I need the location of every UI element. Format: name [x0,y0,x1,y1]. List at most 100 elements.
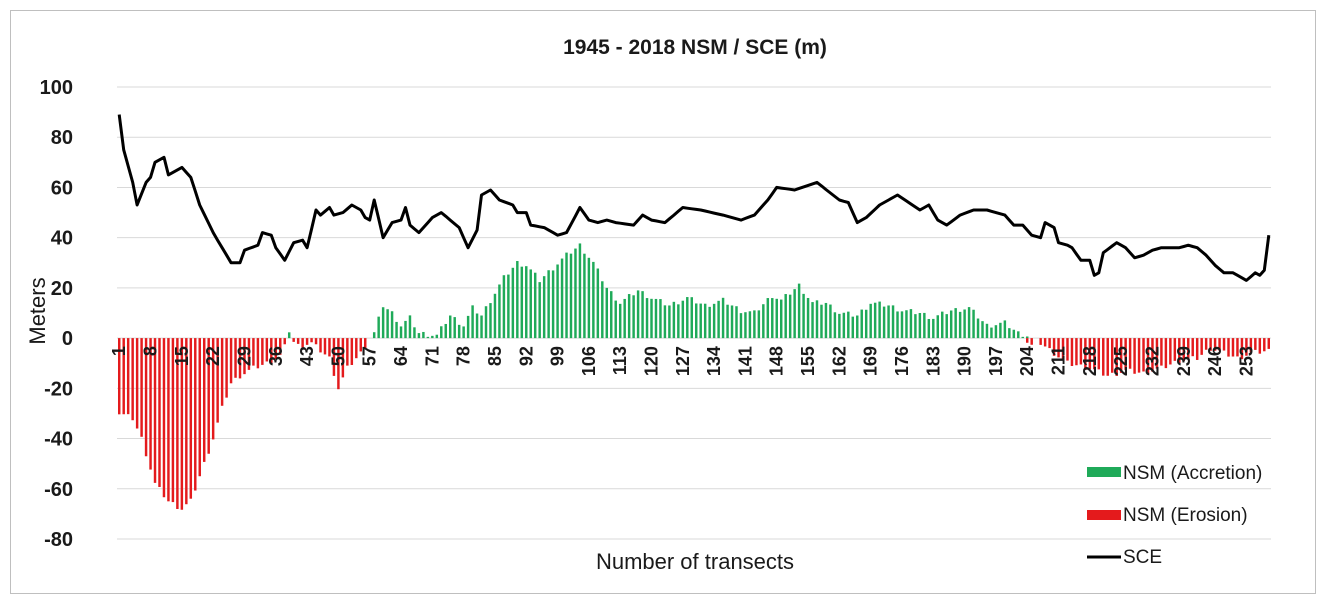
erosion-bar [1070,338,1074,366]
accretion-bar [507,274,510,339]
erosion-bar [225,338,228,398]
accretion-bar [958,311,962,339]
accretion-bar [909,309,913,339]
accretion-bar [712,303,716,339]
erosion-bar [1182,338,1186,361]
accretion-bar [771,298,774,339]
erosion-bar [1079,338,1083,365]
accretion-bar [699,303,702,339]
x-tick-label: 127 [673,346,693,376]
erosion-bar [135,338,139,429]
accretion-bar [435,334,439,339]
accretion-bar [587,257,591,339]
legend-swatch-erosion [1087,510,1121,520]
x-tick-label: 36 [266,346,286,366]
x-tick-label: 232 [1142,346,1162,376]
accretion-bar [681,300,685,339]
accretion-bar [990,327,993,339]
accretion-bar [448,315,452,339]
accretion-bar [556,264,559,339]
accretion-bar [1008,328,1011,339]
accretion-bar [565,252,568,339]
erosion-bar [171,338,175,503]
accretion-bar [833,312,837,339]
accretion-bar [887,305,890,339]
accretion-bar [511,267,515,339]
erosion-bar [1169,338,1172,365]
chart-frame: -80 -60 -40 -20 0 20 40 60 80 100 1 8 15 22 29 36 43 50 5… [10,10,1316,594]
legend-swatch-accretion [1087,467,1121,477]
erosion-bar [162,338,166,498]
erosion-bar [1249,338,1253,353]
erosion-bar [1160,338,1163,366]
erosion-bar [1263,338,1266,352]
x-tick-label: 85 [485,346,505,366]
erosion-bar [1258,338,1262,354]
erosion-bar [256,338,260,369]
accretion-bar [914,314,917,339]
erosion-bar [198,338,201,477]
accretion-bar [569,253,573,339]
accretion-bar [847,311,850,339]
accretion-bar [686,297,689,339]
accretion-bar [610,291,613,339]
accretion-bar [900,311,904,339]
erosion-bar [265,338,269,362]
accretion-bar [856,315,859,339]
x-tick-label: 190 [955,346,975,376]
erosion-bar [1043,338,1047,347]
accretion-bar [824,302,828,339]
accretion-bar [739,313,743,339]
erosion-bar [261,338,264,365]
accretion-bar [717,300,720,339]
x-tick-label: 71 [422,346,442,366]
x-tick-label: 246 [1205,346,1225,376]
erosion-bar [296,338,300,344]
accretion-bar [972,309,975,339]
legend: NSM (Accretion) NSM (Erosion) SCE [1087,463,1262,568]
erosion-bar [1236,338,1239,357]
accretion-bar [726,304,729,339]
erosion-bar [283,338,286,345]
accretion-bar [636,290,640,339]
erosion-bar [1030,338,1033,345]
accretion-bar [806,297,810,339]
erosion-bar [1146,338,1150,375]
accretion-bar [905,310,908,339]
accretion-bar [793,289,796,339]
accretion-bar [985,323,989,339]
accretion-bar [583,253,586,339]
accretion-bar [923,312,926,339]
erosion-bar [207,338,210,454]
accretion-bar [431,335,434,339]
accretion-bar [413,327,416,339]
accretion-bar [672,301,676,339]
erosion-bar [279,338,282,355]
erosion-bar [118,338,121,415]
accretion-bar [399,326,403,339]
accretion-bar [999,322,1002,339]
accretion-bar [623,298,626,339]
accretion-bar [404,320,407,339]
accretion-bar [520,266,524,339]
x-axis-ticks: 1 8 15 22 29 36 43 50 57 64 71 78 85 92 99 106 113 120 127… [109,346,1256,376]
erosion-bar [1222,338,1226,351]
accretion-bar [842,312,846,339]
accretion-bar [538,282,541,339]
erosion-bar [202,338,206,462]
accretion-bar [811,302,814,339]
accretion-bar [601,281,604,339]
erosion-bar [1124,338,1127,370]
accretion-bar [757,310,761,339]
erosion-bar [1048,338,1051,349]
erosion-bar [1218,338,1221,351]
x-tick-label: 1 [109,346,129,356]
erosion-bar [131,338,134,421]
line-layer [117,114,1271,282]
accretion-bar [936,315,940,339]
accretion-bar [659,299,662,339]
erosion-bar [1039,338,1042,345]
accretion-bar [708,306,711,339]
erosion-bar [1115,338,1118,376]
erosion-bar [332,338,336,376]
